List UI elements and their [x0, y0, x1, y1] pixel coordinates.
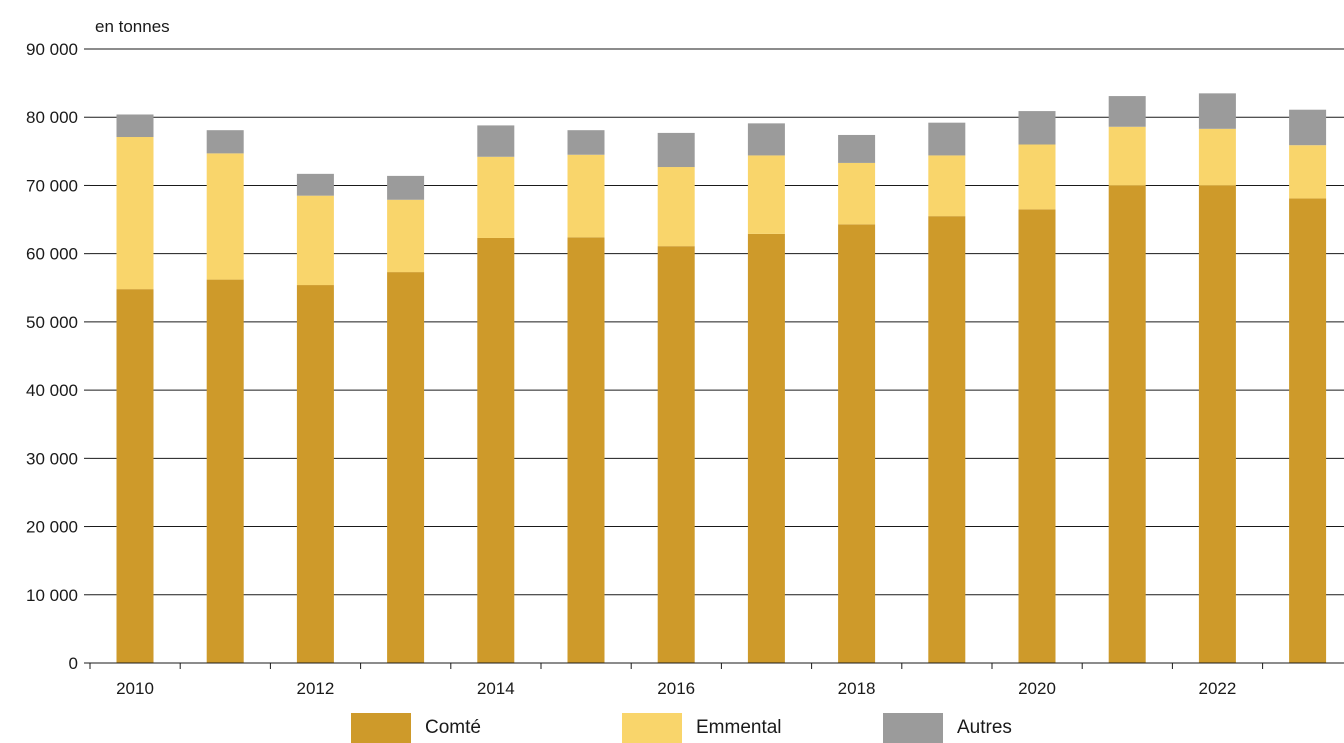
bar-emmental-2014	[477, 156, 515, 238]
gridlines	[90, 48, 1344, 596]
bar-autres-2012	[296, 173, 334, 196]
bar-autres-2019	[928, 122, 966, 156]
bar-comte-2017	[747, 233, 785, 664]
bar-comte-2013	[387, 272, 425, 663]
bar-autres-2022	[1198, 93, 1236, 129]
legend-label-emmental: Emmental	[696, 717, 782, 738]
bar-autres-2021	[1108, 96, 1146, 127]
y-tick-label: 50 000	[26, 313, 78, 332]
bar-comte-2019	[928, 216, 966, 663]
bar-autres-2016	[657, 132, 695, 168]
bar-emmental-2019	[928, 155, 966, 217]
bar-comte-2011	[206, 279, 244, 663]
y-tick-label: 20 000	[26, 518, 78, 537]
x-tick-label: 2016	[657, 679, 695, 698]
bar-autres-2018	[838, 134, 876, 163]
bar-emmental-2016	[657, 167, 695, 247]
bar-comte-2016	[657, 246, 695, 663]
x-tick-label: 2010	[116, 679, 154, 698]
bar-comte-2018	[838, 224, 876, 663]
bar-autres-2013	[387, 175, 425, 200]
bar-emmental-2018	[838, 162, 876, 225]
bar-comte-2020	[1018, 209, 1056, 664]
bar-comte-2012	[296, 285, 334, 663]
bar-comte-2021	[1108, 185, 1146, 663]
bar-emmental-2012	[296, 195, 334, 286]
unit-label: en tonnes	[95, 17, 170, 36]
y-tick-labels: 0 10 000 20 000 30 000 40 000 50 000 60 000 70 …	[26, 40, 78, 673]
bars	[116, 93, 1327, 664]
bar-comte-2010	[116, 289, 154, 663]
bar-emmental-2011	[206, 153, 244, 280]
legend-label-autres: Autres	[957, 717, 1012, 738]
y-tick-label: 60 000	[26, 245, 78, 264]
x-tick-label: 2012	[296, 679, 334, 698]
bar-comte-2015	[567, 237, 605, 663]
bar-autres-2014	[477, 125, 515, 157]
bar-autres-2023	[1289, 109, 1327, 146]
bar-emmental-2021	[1108, 126, 1146, 186]
legend-autres: Autres	[883, 713, 1012, 743]
bar-emmental-2022	[1198, 128, 1236, 186]
y-tick-label: 30 000	[26, 449, 78, 468]
legend-comte: Comté	[351, 713, 481, 743]
legend-label-comte: Comté	[425, 717, 481, 738]
bar-comte-2022	[1198, 185, 1236, 663]
stacked-bar-chart: en tonnes 0 10 000 20 000 30 000 40 000 50 00…	[26, 17, 1344, 698]
bar-autres-2010	[116, 114, 154, 138]
x-tick-label: 2018	[838, 679, 876, 698]
y-tick-label: 40 000	[26, 381, 78, 400]
bar-autres-2015	[567, 130, 605, 155]
axes	[84, 48, 1344, 669]
bar-emmental-2013	[387, 199, 425, 273]
bar-autres-2011	[206, 130, 244, 154]
bar-autres-2017	[747, 123, 785, 156]
x-tick-labels: 2010 2012 2014 2016 2018 2020 2022	[116, 679, 1236, 698]
y-tick-label: 90 000	[26, 40, 78, 59]
x-tick-label: 2014	[477, 679, 515, 698]
y-tick-label: 80 000	[26, 108, 78, 127]
legend-swatch-emmental	[622, 713, 682, 743]
y-tick-label: 10 000	[26, 586, 78, 605]
legend-swatch-autres	[883, 713, 943, 743]
legend-emmental: Emmental	[622, 713, 782, 743]
x-tick-label: 2022	[1198, 679, 1236, 698]
bar-comte-2023	[1289, 198, 1327, 663]
bar-emmental-2023	[1289, 145, 1327, 199]
y-tick-label: 70 000	[26, 176, 78, 195]
legend-swatch-comte	[351, 713, 411, 743]
bar-autres-2020	[1018, 111, 1056, 145]
bar-emmental-2010	[116, 137, 154, 290]
bar-emmental-2020	[1018, 144, 1056, 210]
bar-emmental-2015	[567, 154, 605, 238]
bar-emmental-2017	[747, 155, 785, 234]
y-tick-label: 0	[69, 654, 78, 673]
x-tick-label: 2020	[1018, 679, 1056, 698]
bar-comte-2014	[477, 237, 515, 663]
